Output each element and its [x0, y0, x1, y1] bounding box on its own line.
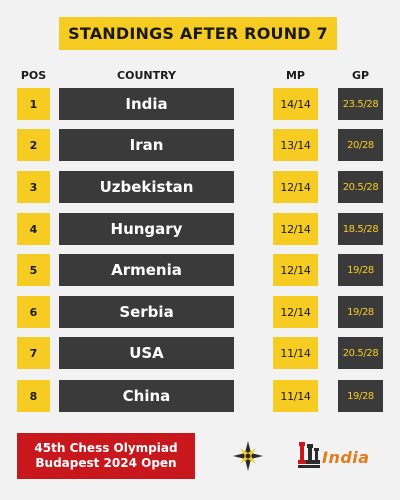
game-points-cell: 20.5/28	[338, 337, 383, 369]
position-cell: 3	[17, 171, 50, 203]
table-row: 7 USA 11/14 20.5/28	[0, 337, 400, 369]
position-cell: 2	[17, 129, 50, 161]
table-row: 6 Serbia 12/14 19/28	[0, 296, 400, 328]
table-row: 2 Iran 13/14 20/28	[0, 129, 400, 161]
position-cell: 5	[17, 254, 50, 286]
page-title: STANDINGS AFTER ROUND 7	[68, 24, 328, 43]
game-points-cell: 19/28	[338, 296, 383, 328]
country-cell: Iran	[59, 129, 234, 161]
match-points-cell: 12/14	[273, 213, 318, 245]
position-cell: 4	[17, 213, 50, 245]
match-points-cell: 11/14	[273, 380, 318, 412]
match-points-cell: 12/14	[273, 254, 318, 286]
title-banner: STANDINGS AFTER ROUND 7	[59, 17, 337, 50]
olympiad-star-icon	[233, 441, 263, 471]
brand-wordmark: India	[322, 448, 370, 467]
table-row: 4 Hungary 12/14 18.5/28	[0, 213, 400, 245]
chess-pieces-icon	[298, 442, 320, 468]
country-cell: China	[59, 380, 234, 412]
header-pos: POS	[20, 69, 47, 82]
game-points-cell: 19/28	[338, 380, 383, 412]
event-name: 45th Chess Olympiad	[34, 441, 178, 455]
game-points-cell: 19/28	[338, 254, 383, 286]
game-points-cell: 18.5/28	[338, 213, 383, 245]
match-points-cell: 13/14	[273, 129, 318, 161]
game-points-cell: 20/28	[338, 129, 383, 161]
match-points-cell: 12/14	[273, 171, 318, 203]
match-points-cell: 12/14	[273, 296, 318, 328]
match-points-cell: 14/14	[273, 88, 318, 120]
position-cell: 8	[17, 380, 50, 412]
game-points-cell: 20.5/28	[338, 171, 383, 203]
table-row: 5 Armenia 12/14 19/28	[0, 254, 400, 286]
country-cell: USA	[59, 337, 234, 369]
header-mp: MP	[285, 69, 305, 82]
position-cell: 1	[17, 88, 50, 120]
brand-logo: India	[298, 438, 384, 474]
country-cell: Uzbekistan	[59, 171, 234, 203]
header-country: COUNTRY	[117, 69, 176, 82]
match-points-cell: 11/14	[273, 337, 318, 369]
position-cell: 7	[17, 337, 50, 369]
header-gp: GP	[351, 69, 370, 82]
table-row: 1 India 14/14 23.5/28	[0, 88, 400, 120]
country-cell: Serbia	[59, 296, 234, 328]
country-cell: Hungary	[59, 213, 234, 245]
country-cell: Armenia	[59, 254, 234, 286]
position-cell: 6	[17, 296, 50, 328]
table-row: 3 Uzbekistan 12/14 20.5/28	[0, 171, 400, 203]
table-row: 8 China 11/14 19/28	[0, 380, 400, 412]
game-points-cell: 23.5/28	[338, 88, 383, 120]
event-location: Budapest 2024 Open	[35, 456, 177, 470]
country-cell: India	[59, 88, 234, 120]
event-badge: 45th Chess Olympiad Budapest 2024 Open	[17, 433, 195, 479]
